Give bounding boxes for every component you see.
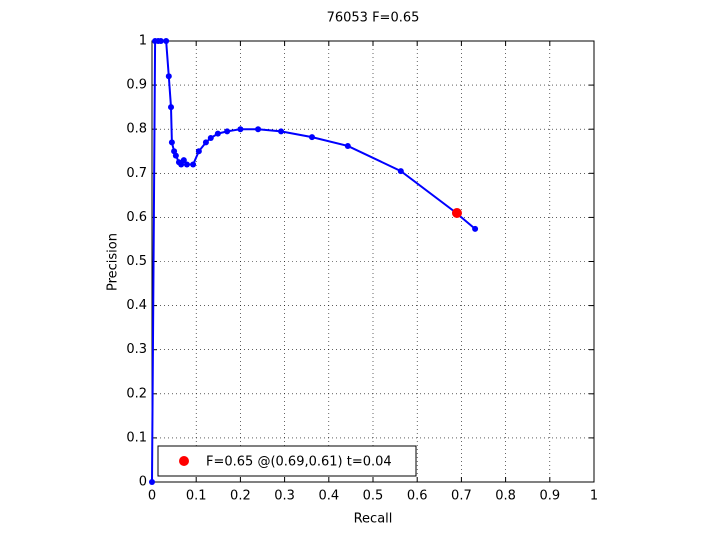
y-tick-label: 0.3 <box>126 342 147 357</box>
x-tick-label: 0.6 <box>407 489 428 504</box>
y-tick-label: 0.5 <box>126 254 147 269</box>
point <box>172 152 179 159</box>
y-tick-label: 0 <box>139 475 147 490</box>
point <box>149 479 155 485</box>
point <box>195 148 202 155</box>
point <box>214 130 221 137</box>
y-tick-label: 0.2 <box>126 386 147 401</box>
x-tick-label: 0.5 <box>363 489 384 504</box>
x-tick-label: 0 <box>148 489 156 504</box>
point <box>207 135 214 142</box>
point <box>183 161 190 168</box>
point <box>202 139 209 146</box>
y-tick-label: 0.7 <box>126 166 147 181</box>
legend-box <box>157 445 417 477</box>
y-tick-label: 0.9 <box>126 78 147 93</box>
y-tick-label: 0.8 <box>126 122 147 137</box>
point <box>163 38 170 44</box>
x-tick-label: 0.8 <box>495 489 516 504</box>
point <box>165 73 172 80</box>
point <box>472 225 479 232</box>
pr-curve <box>151 40 476 483</box>
point <box>278 128 285 135</box>
x-tick-label: 0.3 <box>274 489 295 504</box>
point <box>255 126 262 133</box>
x-tick-label: 1 <box>590 489 598 504</box>
point <box>168 104 175 111</box>
chart-title: 76053 F=0.65 <box>327 11 420 26</box>
point <box>397 168 404 175</box>
legend-label: F=0.65 @(0.69,0.61) t=0.04 <box>206 455 392 470</box>
x-axis-label: Recall <box>354 512 393 527</box>
x-tick-label: 0.1 <box>186 489 207 504</box>
x-tick-label: 0.2 <box>230 489 251 504</box>
y-tick-label: 0.1 <box>126 430 147 445</box>
point <box>309 134 316 141</box>
point <box>344 142 351 149</box>
point <box>237 126 244 133</box>
point <box>157 38 164 44</box>
point <box>168 139 175 146</box>
x-tick-label: 0.7 <box>451 489 472 504</box>
x-tick-label: 0.9 <box>539 489 560 504</box>
x-tick-label: 0.4 <box>318 489 339 504</box>
point <box>178 161 185 168</box>
point <box>224 128 231 135</box>
y-tick-label: 0.4 <box>126 298 147 313</box>
plot-frame <box>151 40 595 483</box>
y-tick-label: 1 <box>139 34 147 49</box>
y-tick-label: 0.6 <box>126 210 147 225</box>
legend-marker <box>179 456 189 466</box>
y-axis-label: Precision <box>106 233 121 291</box>
point <box>180 157 187 164</box>
point <box>190 161 197 168</box>
best-point <box>451 207 462 218</box>
